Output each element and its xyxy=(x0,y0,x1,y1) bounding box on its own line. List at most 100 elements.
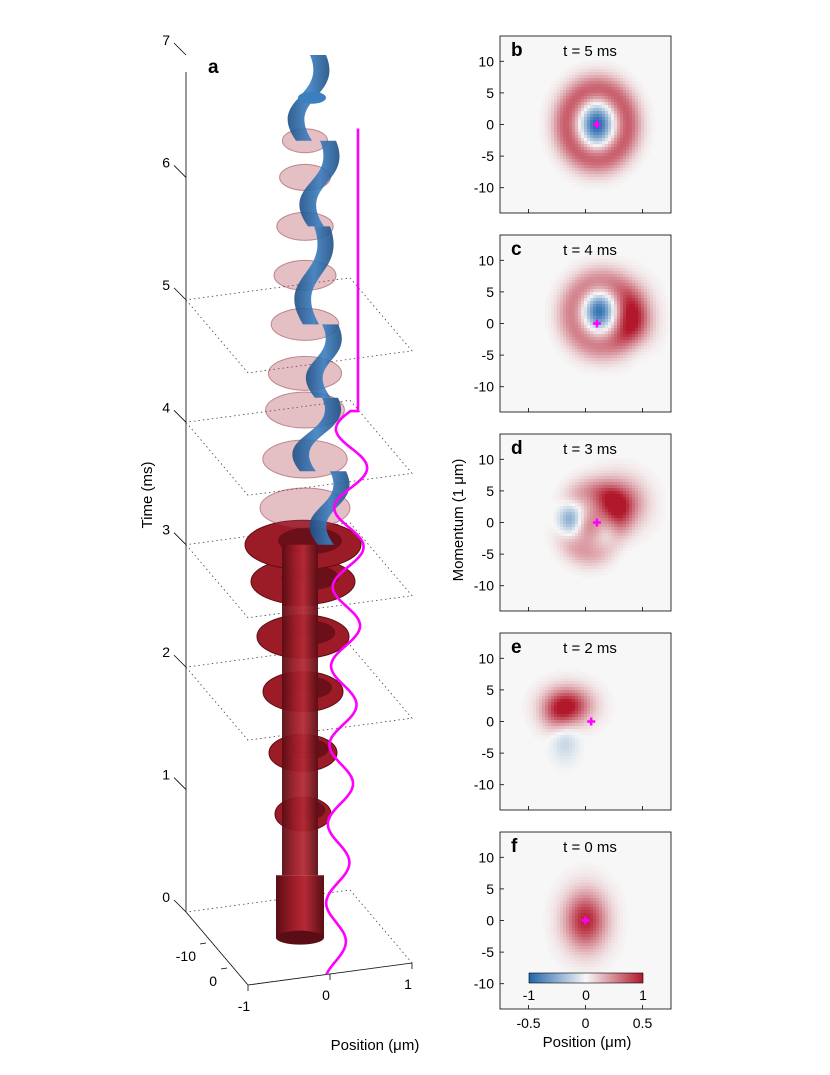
heatmap-cell xyxy=(560,768,564,772)
heatmap-cell xyxy=(599,78,603,82)
heatmap-cell xyxy=(596,177,600,181)
heatmap-cell xyxy=(611,286,615,290)
heatmap-cell xyxy=(581,90,585,94)
heatmap-cell xyxy=(638,138,642,142)
heatmap-cell xyxy=(614,316,618,320)
heatmap-cell xyxy=(605,171,609,175)
heatmap-cell xyxy=(566,87,570,91)
heatmap-cell xyxy=(623,108,627,112)
heatmap-cell xyxy=(575,569,579,573)
heatmap-cell xyxy=(623,304,627,308)
heatmap-cell xyxy=(566,874,570,878)
heatmap-cell xyxy=(554,738,558,742)
heatmap-cell xyxy=(572,509,576,513)
heatmap-cell xyxy=(614,473,618,477)
heatmap-cell xyxy=(572,93,576,97)
heatmap-cell xyxy=(569,346,573,350)
heatmap-cell xyxy=(575,361,579,365)
heatmap-cell xyxy=(596,723,600,727)
heatmap-cell xyxy=(542,111,546,115)
heatmap-cell xyxy=(575,63,579,67)
heatmap-cell xyxy=(542,120,546,124)
heatmap-cell xyxy=(632,153,636,157)
heatmap-cell xyxy=(635,289,639,293)
heatmap-cell xyxy=(587,569,591,573)
heatmap-cell xyxy=(590,702,594,706)
heatmap-cell xyxy=(578,352,582,356)
heatmap-cell xyxy=(560,747,564,751)
heatmap-cell xyxy=(566,943,570,947)
heatmap-cell xyxy=(620,458,624,462)
heatmap-cell xyxy=(611,90,615,94)
heatmap-cell xyxy=(605,720,609,724)
heatmap-cell xyxy=(548,331,552,335)
heatmap-cell xyxy=(575,180,579,184)
heatmap-cell xyxy=(584,491,588,495)
heatmap-cell xyxy=(566,168,570,172)
heatmap-cell xyxy=(578,174,582,178)
heatmap-cell xyxy=(641,473,645,477)
heatmap-cell xyxy=(551,551,555,555)
heatmap-cell xyxy=(620,144,624,148)
heatmap-cell xyxy=(566,159,570,163)
heatmap-cell xyxy=(581,165,585,169)
heatmap-cell xyxy=(563,563,567,567)
heatmap-cell xyxy=(590,111,594,115)
heatmap-cell xyxy=(620,111,624,115)
heatmap-cell xyxy=(578,524,582,528)
heatmap-cell xyxy=(584,159,588,163)
heatmap-cell xyxy=(599,153,603,157)
heatmap-cell xyxy=(593,277,597,281)
heatmap-cell xyxy=(632,301,636,305)
heatmap-cell xyxy=(608,708,612,712)
heatmap-cell xyxy=(572,144,576,148)
heatmap-cell xyxy=(557,916,561,920)
heatmap-cell xyxy=(566,123,570,127)
heatmap-cell xyxy=(569,515,573,519)
heatmap-cell xyxy=(626,503,630,507)
heatmap-cell xyxy=(557,524,561,528)
heatmap-cell xyxy=(575,132,579,136)
heatmap-cell xyxy=(590,352,594,356)
heatmap-cell xyxy=(548,714,552,718)
heatmap-cell xyxy=(599,295,603,299)
heatmap-cell xyxy=(632,259,636,263)
heatmap-cell xyxy=(623,102,627,106)
heatmap-cell xyxy=(629,174,633,178)
heatmap-cell xyxy=(611,536,615,540)
heatmap-cell xyxy=(584,286,588,290)
heatmap-cell xyxy=(653,506,657,510)
heatmap-cell xyxy=(551,937,555,941)
heatmap-cell xyxy=(593,358,597,362)
heatmap-cell xyxy=(602,132,606,136)
heatmap-cell xyxy=(608,497,612,501)
heatmap-cell xyxy=(581,678,585,682)
heatmap-cell xyxy=(560,322,564,326)
heatmap-cell xyxy=(581,488,585,492)
heatmap-cell xyxy=(545,325,549,329)
heatmap-cell xyxy=(554,557,558,561)
heatmap-cell xyxy=(557,753,561,757)
heatmap-cell xyxy=(593,563,597,567)
heatmap-cell xyxy=(632,120,636,124)
heatmap-cell xyxy=(614,476,618,480)
heatmap-cell xyxy=(611,714,615,718)
heatmap-cell xyxy=(557,711,561,715)
heatmap-cell xyxy=(635,361,639,365)
heatmap-cell xyxy=(608,183,612,187)
heatmap-cell xyxy=(593,135,597,139)
heatmap-cell xyxy=(656,491,660,495)
heatmap-cell xyxy=(551,325,555,329)
heatmap-cell xyxy=(656,283,660,287)
heatmap-cell xyxy=(605,114,609,118)
heatmap-cell xyxy=(572,753,576,757)
heatmap-cell xyxy=(611,364,615,368)
heatmap-cell xyxy=(545,910,549,914)
heatmap-cell xyxy=(575,129,579,133)
heatmap-cell xyxy=(650,515,654,519)
heatmap-cell xyxy=(584,509,588,513)
heatmap-cell xyxy=(602,280,606,284)
heatmap-cell xyxy=(623,337,627,341)
heatmap-cell xyxy=(668,328,672,332)
heatmap-cell xyxy=(614,126,618,130)
